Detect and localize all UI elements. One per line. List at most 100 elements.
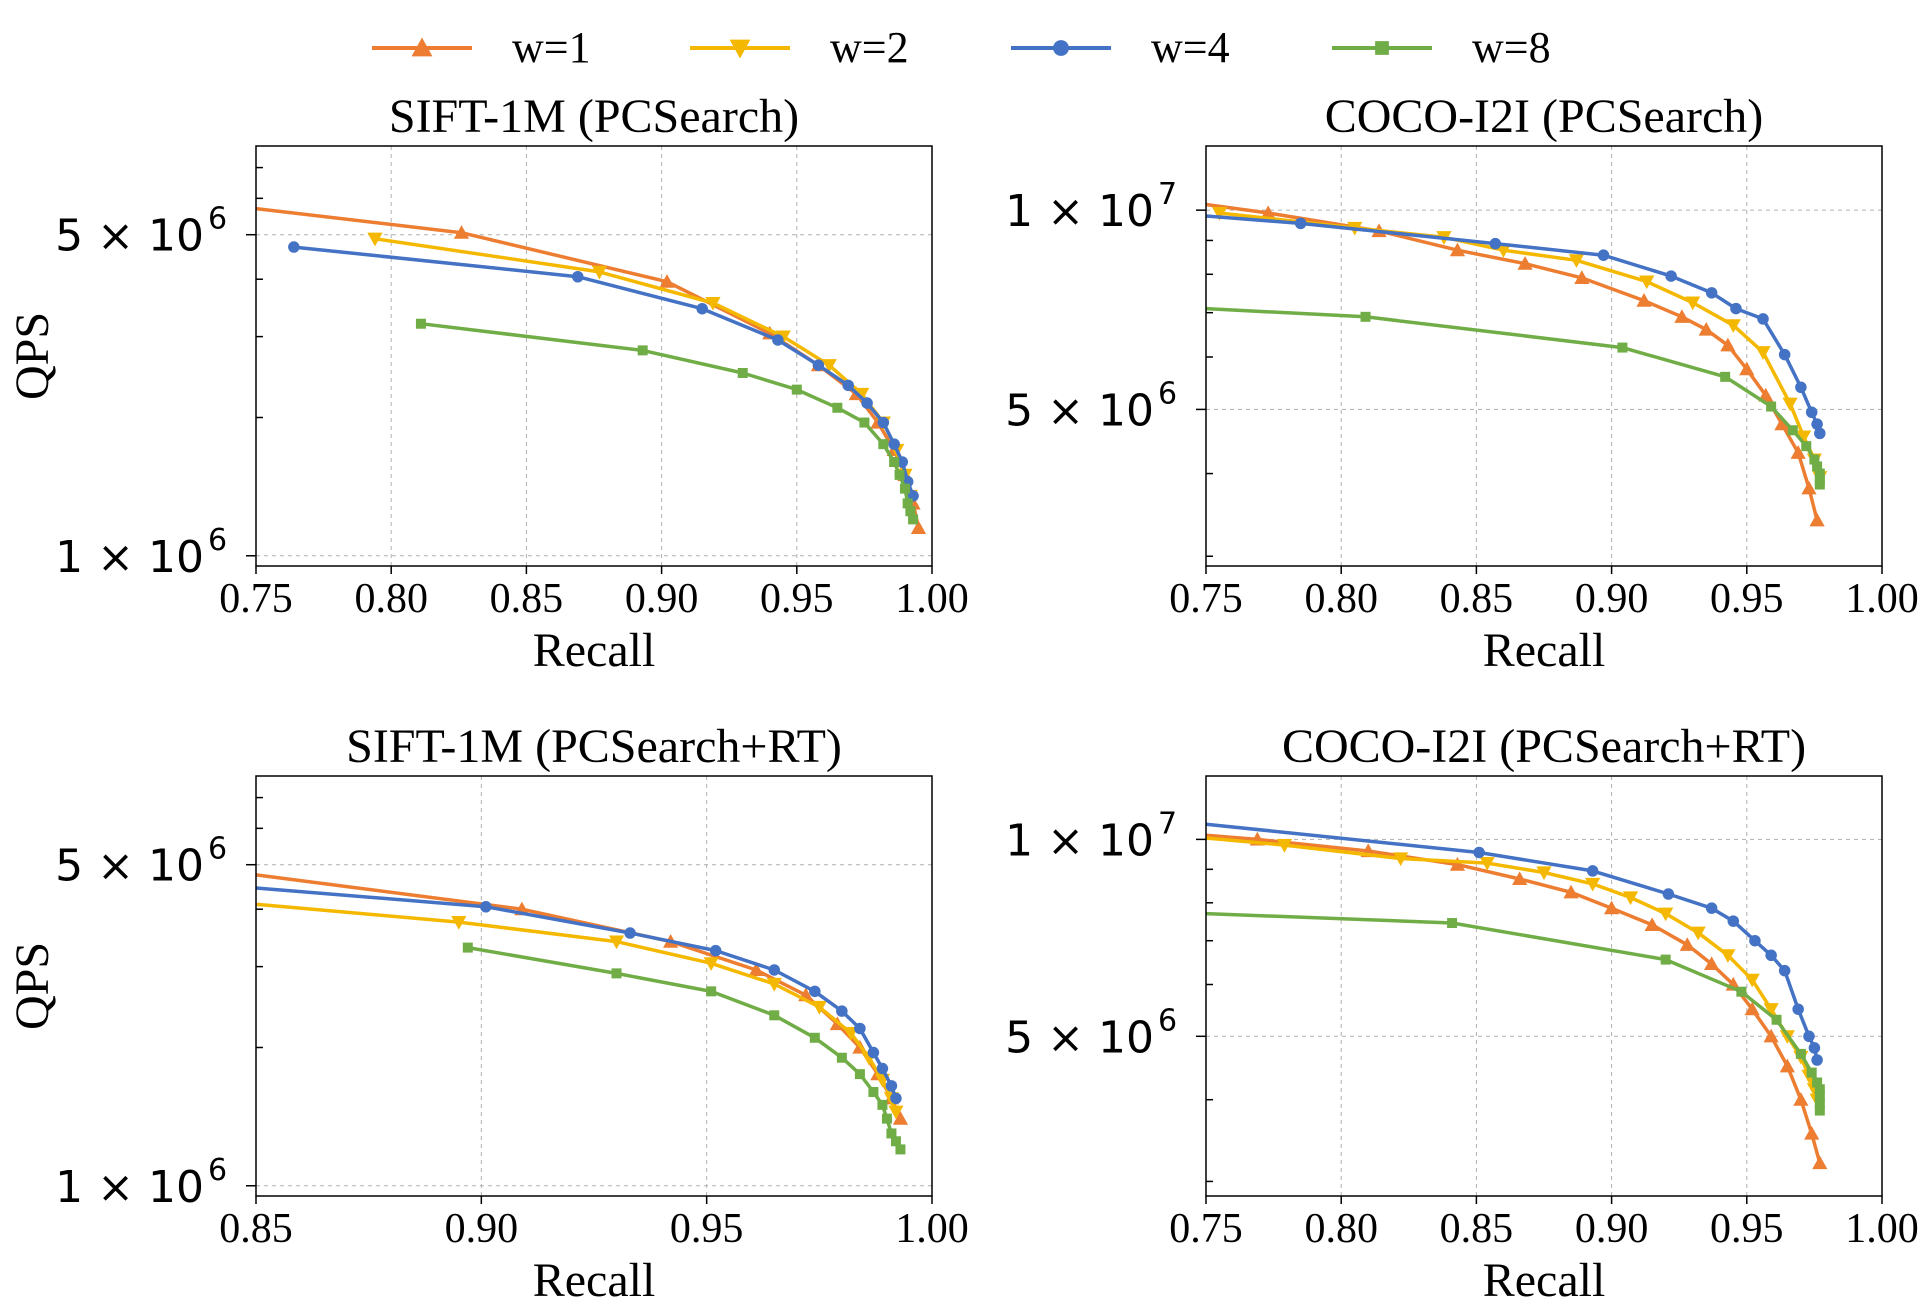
data-point — [1793, 1092, 1809, 1106]
legend-label: w=1 — [512, 23, 591, 72]
series-line — [1205, 306, 1822, 485]
data-point — [1778, 348, 1791, 361]
series-w-8 — [415, 318, 919, 525]
axes-frame — [1205, 145, 1883, 567]
data-point — [888, 438, 900, 450]
data-point — [854, 387, 870, 402]
data-point — [886, 1128, 897, 1139]
data-point — [1814, 468, 1825, 479]
x-tick-label: 0.75 — [1169, 576, 1243, 622]
data-point — [1660, 954, 1671, 965]
data-point — [1790, 445, 1806, 459]
x-tick-label: 0.90 — [1575, 576, 1649, 622]
data-point — [877, 416, 890, 429]
series-w-1 — [1205, 831, 1828, 1170]
data-point — [877, 1099, 888, 1110]
data-point — [1720, 949, 1736, 963]
chart-title: COCO-I2I (PCSearch+RT) — [1282, 720, 1806, 773]
data-point — [1536, 866, 1552, 881]
series-line — [1205, 822, 1819, 1061]
data-point — [812, 359, 825, 371]
data-point — [878, 439, 889, 450]
data-point — [1814, 1098, 1825, 1109]
x-tick-label: 1.00 — [1845, 1206, 1919, 1252]
y-tick-labels: 5 × 10 61 × 10 6 — [55, 202, 256, 583]
data-point — [591, 265, 608, 280]
data-point — [1758, 387, 1774, 402]
x-tick-label: 0.85 — [1440, 1206, 1514, 1252]
data-point — [1806, 1067, 1817, 1078]
data-point — [809, 985, 821, 998]
data-point — [1744, 1001, 1760, 1016]
data-point — [572, 270, 584, 283]
data-point — [1771, 1014, 1782, 1025]
data-point — [706, 986, 717, 997]
data-point — [705, 296, 721, 311]
y-tick-label: 5 × 10 — [55, 211, 204, 262]
data-point — [890, 1136, 901, 1147]
data-point — [1749, 934, 1761, 947]
data-point — [881, 1113, 892, 1124]
data-point — [1763, 1003, 1779, 1017]
data-point — [608, 935, 625, 950]
data-point — [637, 345, 648, 356]
data-point — [659, 274, 675, 288]
data-point — [1517, 256, 1533, 270]
data-point — [1644, 917, 1660, 932]
y-tick-labels: 5 × 10 61 × 10 6 — [55, 832, 256, 1213]
chart-panel-1: 0.75 0.80 0.85 0.90 0.95 1.005 × 10 61 × 10 6SI… — [6, 90, 969, 677]
y-tick-label: 5 × 10 — [55, 841, 204, 892]
x-axis-label: Recall — [1483, 1254, 1606, 1307]
data-point — [859, 417, 870, 428]
data-point — [896, 456, 909, 468]
data-point — [1698, 321, 1714, 336]
data-point — [821, 359, 837, 373]
y-axis-label: QPS — [6, 942, 59, 1030]
chart-title: SIFT-1M (PCSearch+RT) — [346, 720, 842, 773]
data-point — [709, 944, 722, 957]
data-point — [766, 977, 782, 992]
x-tick-label: 0.85 — [1440, 576, 1514, 622]
data-point — [1766, 401, 1777, 412]
y-axis-label: QPS — [6, 312, 59, 400]
data-point — [1744, 973, 1760, 988]
x-tick-label: 0.80 — [354, 576, 428, 622]
data-point — [1812, 461, 1823, 472]
data-point — [1260, 205, 1276, 220]
y-tick-exponent: 6 — [208, 523, 227, 558]
legend-entry-w-8: w=8 — [1332, 23, 1551, 72]
data-point — [288, 241, 300, 253]
data-point — [737, 367, 748, 378]
chart-panel-2: 0.75 0.80 0.85 0.90 0.95 1.00 1 × 10 7 5 × 10 6 CO… — [1005, 90, 1919, 677]
chart-title: COCO-I2I (PCSearch) — [1325, 90, 1764, 143]
data-point — [611, 968, 622, 979]
data-point — [769, 1010, 780, 1021]
data-point — [1814, 479, 1825, 490]
x-tick-label: 0.80 — [1304, 1206, 1378, 1252]
data-point — [1801, 480, 1817, 495]
data-point — [1757, 313, 1769, 325]
series-w-1 — [1205, 202, 1825, 527]
data-point — [836, 1052, 847, 1063]
data-point — [854, 1022, 866, 1035]
x-tick-label: 0.80 — [1304, 576, 1378, 622]
series-line — [467, 945, 903, 1151]
data-point — [1585, 877, 1601, 892]
data-point — [1639, 275, 1655, 290]
data-point — [905, 506, 916, 517]
data-point — [1658, 907, 1674, 922]
x-tick-labels: 0.75 0.80 0.85 0.90 0.95 1.00 — [219, 566, 969, 622]
data-point — [1814, 427, 1826, 440]
y-tick-exponent: 6 — [1158, 1003, 1177, 1038]
y-tick-labels: 1 × 10 7 5 × 10 6 — [1005, 806, 1206, 1063]
data-point — [832, 402, 843, 413]
data-point — [854, 1069, 865, 1080]
data-point — [1662, 888, 1675, 900]
y-tick-label: 1 × 10 — [55, 1162, 204, 1213]
x-tick-label: 1.00 — [1845, 576, 1919, 622]
data-point — [1622, 891, 1639, 906]
data-point — [836, 1005, 848, 1017]
data-point — [1665, 270, 1677, 282]
